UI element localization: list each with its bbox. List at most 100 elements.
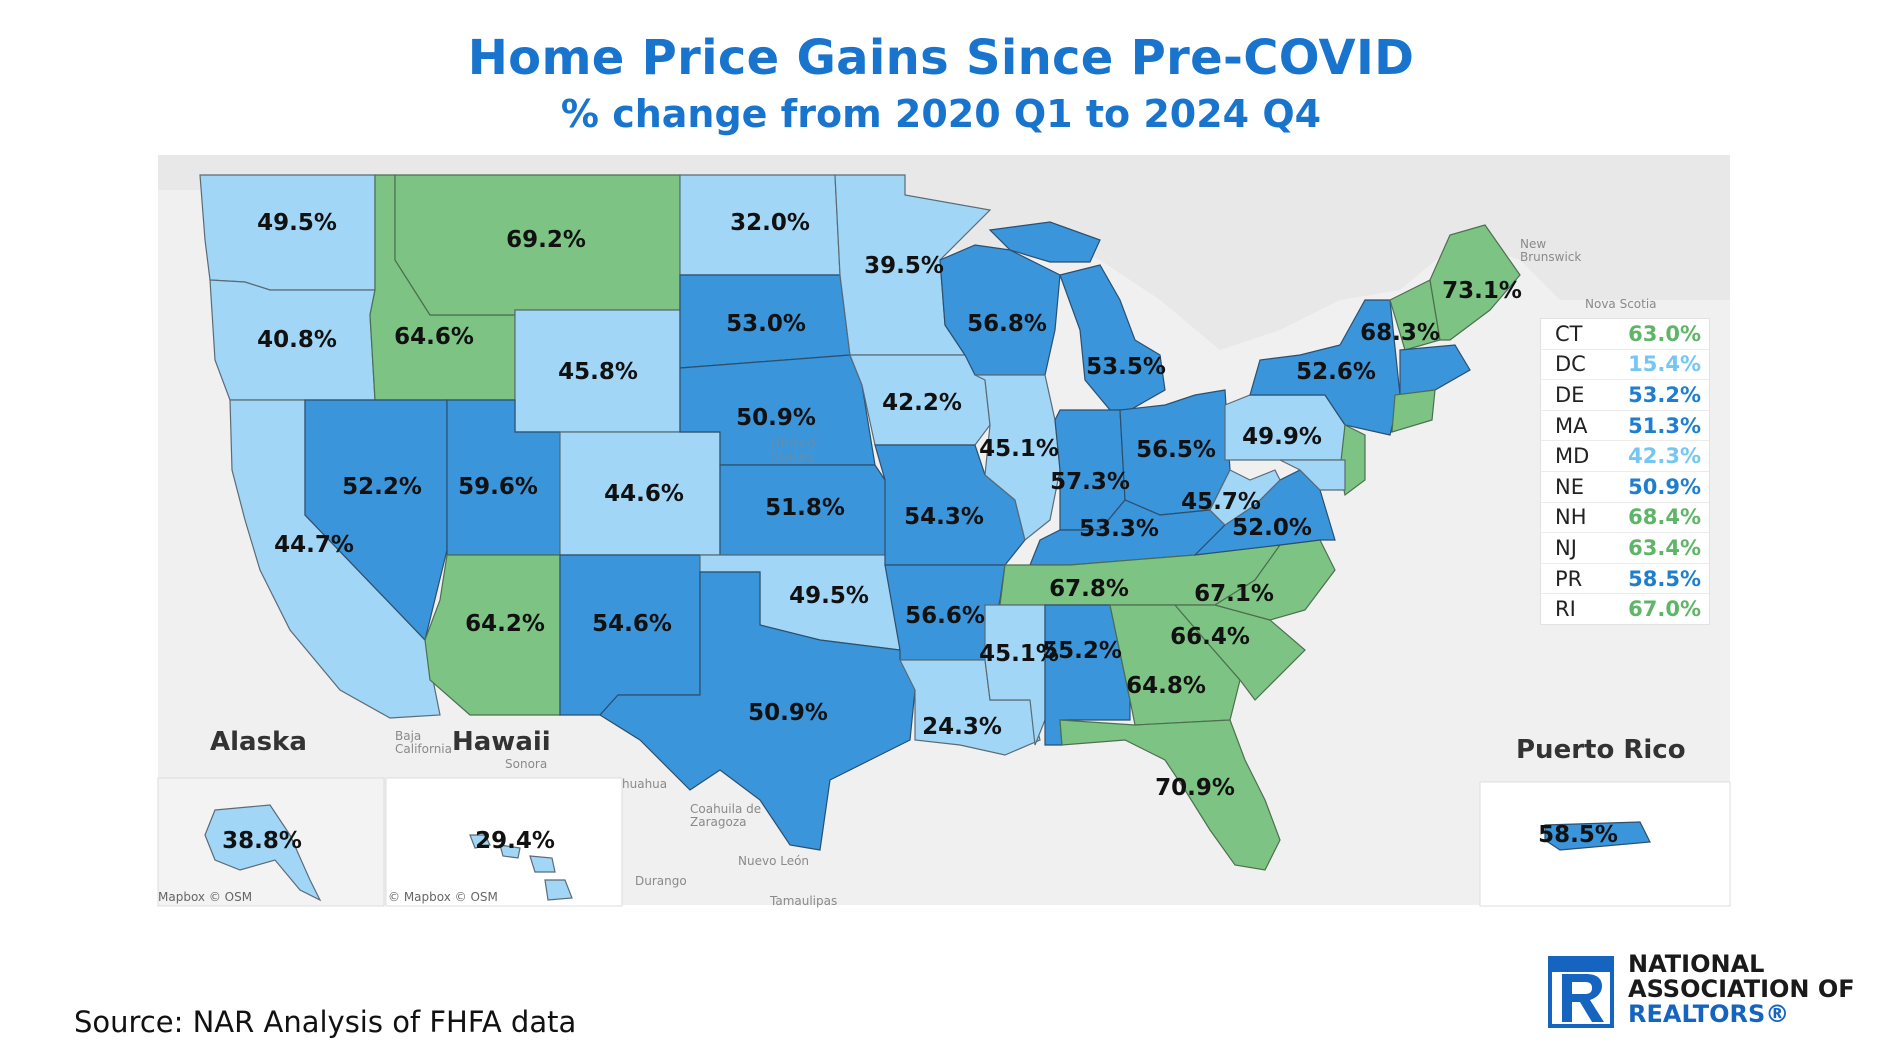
value-pa: 49.9%	[1242, 424, 1322, 450]
state-value: 50.9%	[1628, 474, 1701, 499]
value-ky: 53.3%	[1079, 516, 1159, 542]
table-row: NH 68.4%	[1541, 503, 1709, 534]
value-oh: 56.5%	[1136, 437, 1216, 463]
value-in: 57.3%	[1050, 469, 1130, 495]
value-sd: 53.0%	[726, 311, 806, 337]
value-ak: 38.8%	[222, 828, 302, 854]
state-ak[interactable]	[204, 804, 322, 902]
label-nova-scotia: Nova Scotia	[1585, 297, 1657, 311]
table-row: PR 58.5%	[1541, 564, 1709, 595]
chart-subtitle: % change from 2020 Q1 to 2024 Q4	[560, 92, 1322, 136]
value-ny: 52.6%	[1296, 359, 1376, 385]
table-row: DE 53.2%	[1541, 380, 1709, 411]
value-nv: 52.2%	[342, 474, 422, 500]
state-value: 42.3%	[1628, 444, 1701, 469]
value-fl: 70.9%	[1155, 775, 1235, 801]
state-abbr: MD	[1555, 444, 1590, 469]
value-ut: 59.6%	[458, 474, 538, 500]
label-chihuahua: huahua	[622, 777, 668, 791]
value-tn: 67.8%	[1049, 576, 1129, 602]
state-wv[interactable]	[1209, 469, 1281, 526]
value-wv: 45.7%	[1181, 489, 1261, 515]
value-me: 73.1%	[1442, 278, 1522, 304]
state-value: 67.0%	[1628, 597, 1701, 622]
label-coahuila: Coahuila de Zaragoza	[690, 802, 762, 829]
value-il: 45.1%	[979, 436, 1059, 462]
value-vt: 68.3%	[1360, 320, 1440, 346]
state-ct[interactable]	[1391, 389, 1436, 433]
small-states-table: CT 63.0% DC 15.4% DE 53.2% MA 51.3% MD 4…	[1540, 318, 1710, 625]
value-la: 24.3%	[922, 714, 1002, 740]
state-mi[interactable]	[1059, 264, 1166, 411]
pr-title: Puerto Rico	[1516, 735, 1686, 765]
value-ca: 44.7%	[274, 532, 354, 558]
state-value: 68.4%	[1628, 505, 1701, 530]
alaska-title: Alaska	[210, 727, 307, 757]
value-ar: 56.6%	[905, 603, 985, 629]
value-va: 52.0%	[1232, 515, 1312, 541]
hawaii-credit: © Mapbox © OSM	[388, 890, 498, 904]
state-abbr: DE	[1555, 382, 1585, 407]
state-fl[interactable]	[1059, 719, 1281, 871]
nar-logo: NATIONAL ASSOCIATION OF REALTORS®	[1548, 952, 1868, 1036]
state-hi[interactable]	[469, 834, 573, 901]
state-abbr: NH	[1555, 505, 1587, 530]
value-wy: 45.8%	[558, 359, 638, 385]
state-ma-ri-ct[interactable]	[1399, 344, 1471, 396]
table-row: RI 67.0%	[1541, 594, 1709, 624]
table-row: MD 42.3%	[1541, 441, 1709, 472]
value-ne: 50.9%	[736, 405, 816, 431]
state-abbr: NE	[1555, 474, 1584, 499]
state-me[interactable]	[1429, 224, 1521, 341]
state-wi[interactable]	[939, 244, 1061, 376]
state-abbr: CT	[1555, 321, 1583, 346]
state-nc[interactable]	[1213, 539, 1336, 621]
value-al: 55.2%	[1042, 638, 1122, 664]
value-co: 44.6%	[604, 481, 684, 507]
state-value: 58.5%	[1628, 566, 1701, 591]
state-mi-up[interactable]	[988, 221, 1101, 263]
label-nuevo-leon: Nuevo León	[738, 854, 810, 868]
value-mn: 39.5%	[864, 253, 944, 279]
state-abbr: DC	[1555, 352, 1586, 377]
value-az: 64.2%	[465, 611, 545, 637]
chart-title: Home Price Gains Since Pre-COVID	[467, 30, 1415, 86]
state-nv[interactable]	[304, 399, 448, 642]
value-ga: 64.8%	[1126, 673, 1206, 699]
value-mi: 53.5%	[1086, 354, 1166, 380]
hawaii-inset	[385, 777, 623, 907]
value-mt: 69.2%	[506, 227, 586, 253]
state-abbr: RI	[1555, 597, 1576, 622]
value-wi: 56.8%	[967, 311, 1047, 337]
table-row: CT 63.0%	[1541, 319, 1709, 350]
value-mo: 54.3%	[904, 504, 984, 530]
state-value: 15.4%	[1628, 352, 1701, 377]
value-or: 40.8%	[257, 327, 337, 353]
hawaii-title: Hawaii	[452, 727, 551, 757]
value-ok: 49.5%	[789, 583, 869, 609]
table-row: DC 15.4%	[1541, 350, 1709, 381]
value-wa: 49.5%	[257, 210, 337, 236]
table-row: MA 51.3%	[1541, 411, 1709, 442]
territory-pr[interactable]	[1544, 821, 1651, 851]
state-il[interactable]	[974, 374, 1061, 542]
table-row: NE 50.9%	[1541, 472, 1709, 503]
logo-text: NATIONAL ASSOCIATION OF REALTORS®	[1628, 952, 1855, 1027]
logo-line-2: ASSOCIATION OF	[1628, 975, 1855, 1003]
logo-line-1: NATIONAL	[1628, 950, 1765, 978]
alaska-credit: Mapbox © OSM	[158, 890, 253, 904]
value-id: 64.6%	[394, 324, 474, 350]
value-nm: 54.6%	[592, 611, 672, 637]
realtor-r-icon	[1548, 956, 1614, 1028]
canada-land	[158, 155, 1730, 350]
state-tx[interactable]	[599, 571, 916, 851]
value-hi: 29.4%	[475, 828, 555, 854]
state-md-de[interactable]	[1279, 459, 1346, 491]
state-value: 63.0%	[1628, 321, 1701, 346]
value-tx: 50.9%	[748, 700, 828, 726]
table-row: NJ 63.4%	[1541, 533, 1709, 564]
state-abbr: MA	[1555, 413, 1588, 438]
value-ms: 45.1%	[979, 641, 1059, 667]
source-note: Source: NAR Analysis of FHFA data	[74, 1005, 577, 1039]
